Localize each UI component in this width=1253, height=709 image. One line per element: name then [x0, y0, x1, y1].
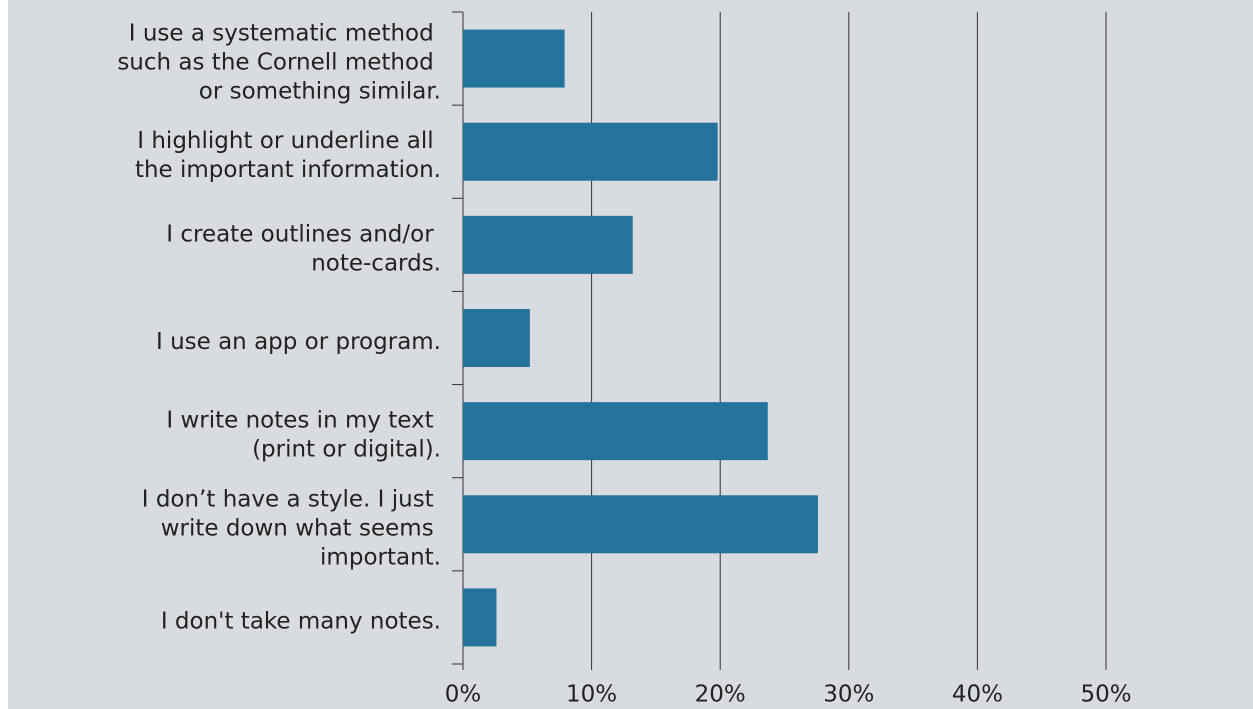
x-tick-label: 50% [1080, 682, 1131, 708]
bar [463, 215, 633, 274]
y-tick-label: I create outlines and/or note-cards. [166, 221, 441, 276]
y-tick-label: I highlight or underline all the importa… [135, 128, 441, 183]
x-tick-label: 10% [566, 682, 617, 708]
bar [463, 588, 497, 647]
x-tick-label: 40% [952, 682, 1003, 708]
bar [463, 122, 718, 181]
bar [463, 495, 818, 554]
bar [463, 29, 565, 88]
bar [463, 402, 768, 461]
x-tick-label: 20% [695, 682, 746, 708]
y-tick-label: I write notes in my text (print or digit… [166, 407, 441, 462]
bar [463, 309, 530, 367]
y-tick-label: I use a systematic method such as the Co… [117, 20, 441, 104]
x-tick-label: 30% [823, 682, 874, 708]
y-tick-label: I use an app or program. [156, 329, 441, 355]
background [8, 0, 1253, 709]
y-tick-label: I don’t have a style. I just write down … [142, 486, 441, 570]
x-tick-label: 0% [445, 682, 482, 708]
y-tick-label: I don't take many notes. [161, 608, 441, 634]
